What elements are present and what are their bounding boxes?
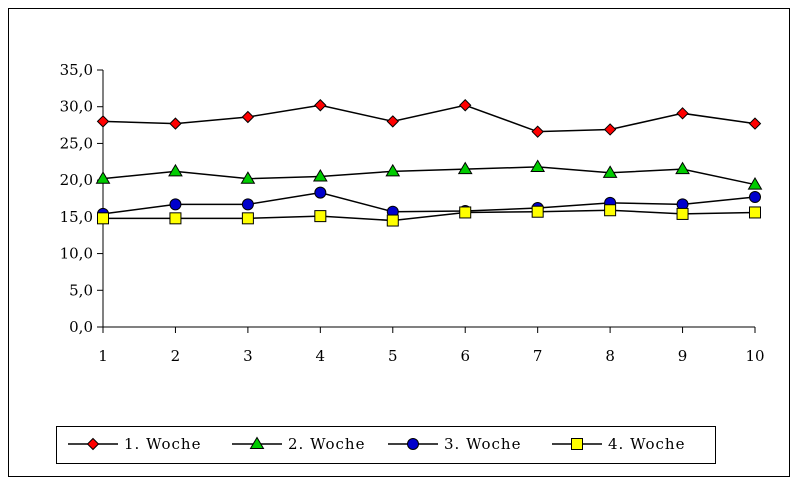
data-point-series-1 (531, 125, 544, 138)
data-point-series-4 (676, 207, 689, 220)
legend-label: 4. Woche (608, 435, 685, 453)
y-tick-label: 25,0 (60, 134, 93, 152)
data-point-series-1 (603, 123, 617, 136)
y-tick-label: 15,0 (60, 208, 93, 226)
series-line-3 (102, 191, 756, 215)
data-point-series-1 (169, 117, 182, 130)
x-tick-label: 3 (243, 347, 253, 365)
x-tick-label: 1 (98, 347, 108, 365)
legend-marker (249, 436, 265, 450)
data-point-series-2 (385, 163, 401, 177)
data-point-series-4 (314, 210, 327, 223)
data-point-series-1 (241, 110, 255, 124)
data-point-series-4 (97, 212, 109, 225)
legend-label: 2. Woche (288, 435, 365, 453)
data-point-series-2 (240, 171, 256, 184)
series-line-1 (102, 104, 756, 133)
data-point-series-2 (747, 177, 763, 190)
y-tick-label: 30,0 (60, 98, 93, 116)
data-point-series-3 (749, 191, 761, 204)
data-point-series-1 (459, 99, 472, 112)
x-tick-label: 6 (460, 347, 470, 365)
x-tick-label: 8 (605, 347, 615, 365)
data-point-series-4 (459, 206, 472, 219)
x-tick-label: 5 (388, 347, 398, 365)
data-point-series-4 (386, 214, 399, 227)
data-point-series-2 (168, 163, 183, 177)
data-point-series-4 (604, 204, 617, 217)
data-point-series-4 (241, 212, 254, 225)
legend-label: 3. Woche (444, 435, 521, 453)
y-tick-label: 0,0 (69, 318, 93, 336)
x-tick-label: 2 (171, 347, 181, 365)
series-markers (95, 99, 763, 227)
data-point-series-1 (386, 115, 399, 128)
legend-marker (571, 438, 583, 450)
y-tick-label: 10,0 (60, 245, 93, 263)
legend-label: 1. Woche (124, 435, 201, 453)
x-tick-label: 7 (533, 347, 543, 365)
series-lines (102, 104, 756, 222)
data-point-series-3 (241, 198, 254, 211)
y-tick-label: 20,0 (60, 171, 93, 189)
x-tick-label: 4 (316, 347, 326, 365)
data-point-series-4 (169, 212, 182, 225)
data-point-series-2 (457, 161, 473, 175)
data-point-series-1 (96, 115, 110, 128)
data-point-series-2 (312, 168, 328, 182)
data-point-series-3 (314, 186, 327, 199)
data-point-series-2 (95, 171, 111, 184)
axes: 0,0 5,0 10,0 15,0 20,0 25,0 30,0 35,0 1 2 3 4 5 6 7 8 9 1… (60, 61, 765, 365)
data-point-series-3 (169, 198, 182, 211)
series-line-4 (103, 209, 756, 222)
x-tick-label: 9 (678, 347, 688, 365)
series-line-2 (102, 166, 756, 186)
data-point-series-4 (531, 205, 544, 218)
legend: 1. Woche 2. Woche 3. Woche 4. Woche (56, 426, 716, 464)
data-point-series-1 (748, 117, 762, 130)
y-tick-label: 5,0 (69, 281, 93, 299)
data-point-series-2 (530, 159, 546, 172)
data-point-series-1 (676, 107, 689, 120)
legend-marker (86, 437, 100, 451)
legend-marker (407, 438, 419, 450)
data-point-series-1 (314, 99, 327, 112)
x-tick-label: 10 (745, 347, 764, 365)
data-point-series-2 (602, 165, 618, 178)
chart-border (8, 8, 790, 477)
data-point-series-2 (675, 161, 690, 175)
legend-box (56, 426, 716, 464)
y-tick-label: 35,0 (60, 61, 93, 79)
data-point-series-4 (749, 206, 761, 219)
